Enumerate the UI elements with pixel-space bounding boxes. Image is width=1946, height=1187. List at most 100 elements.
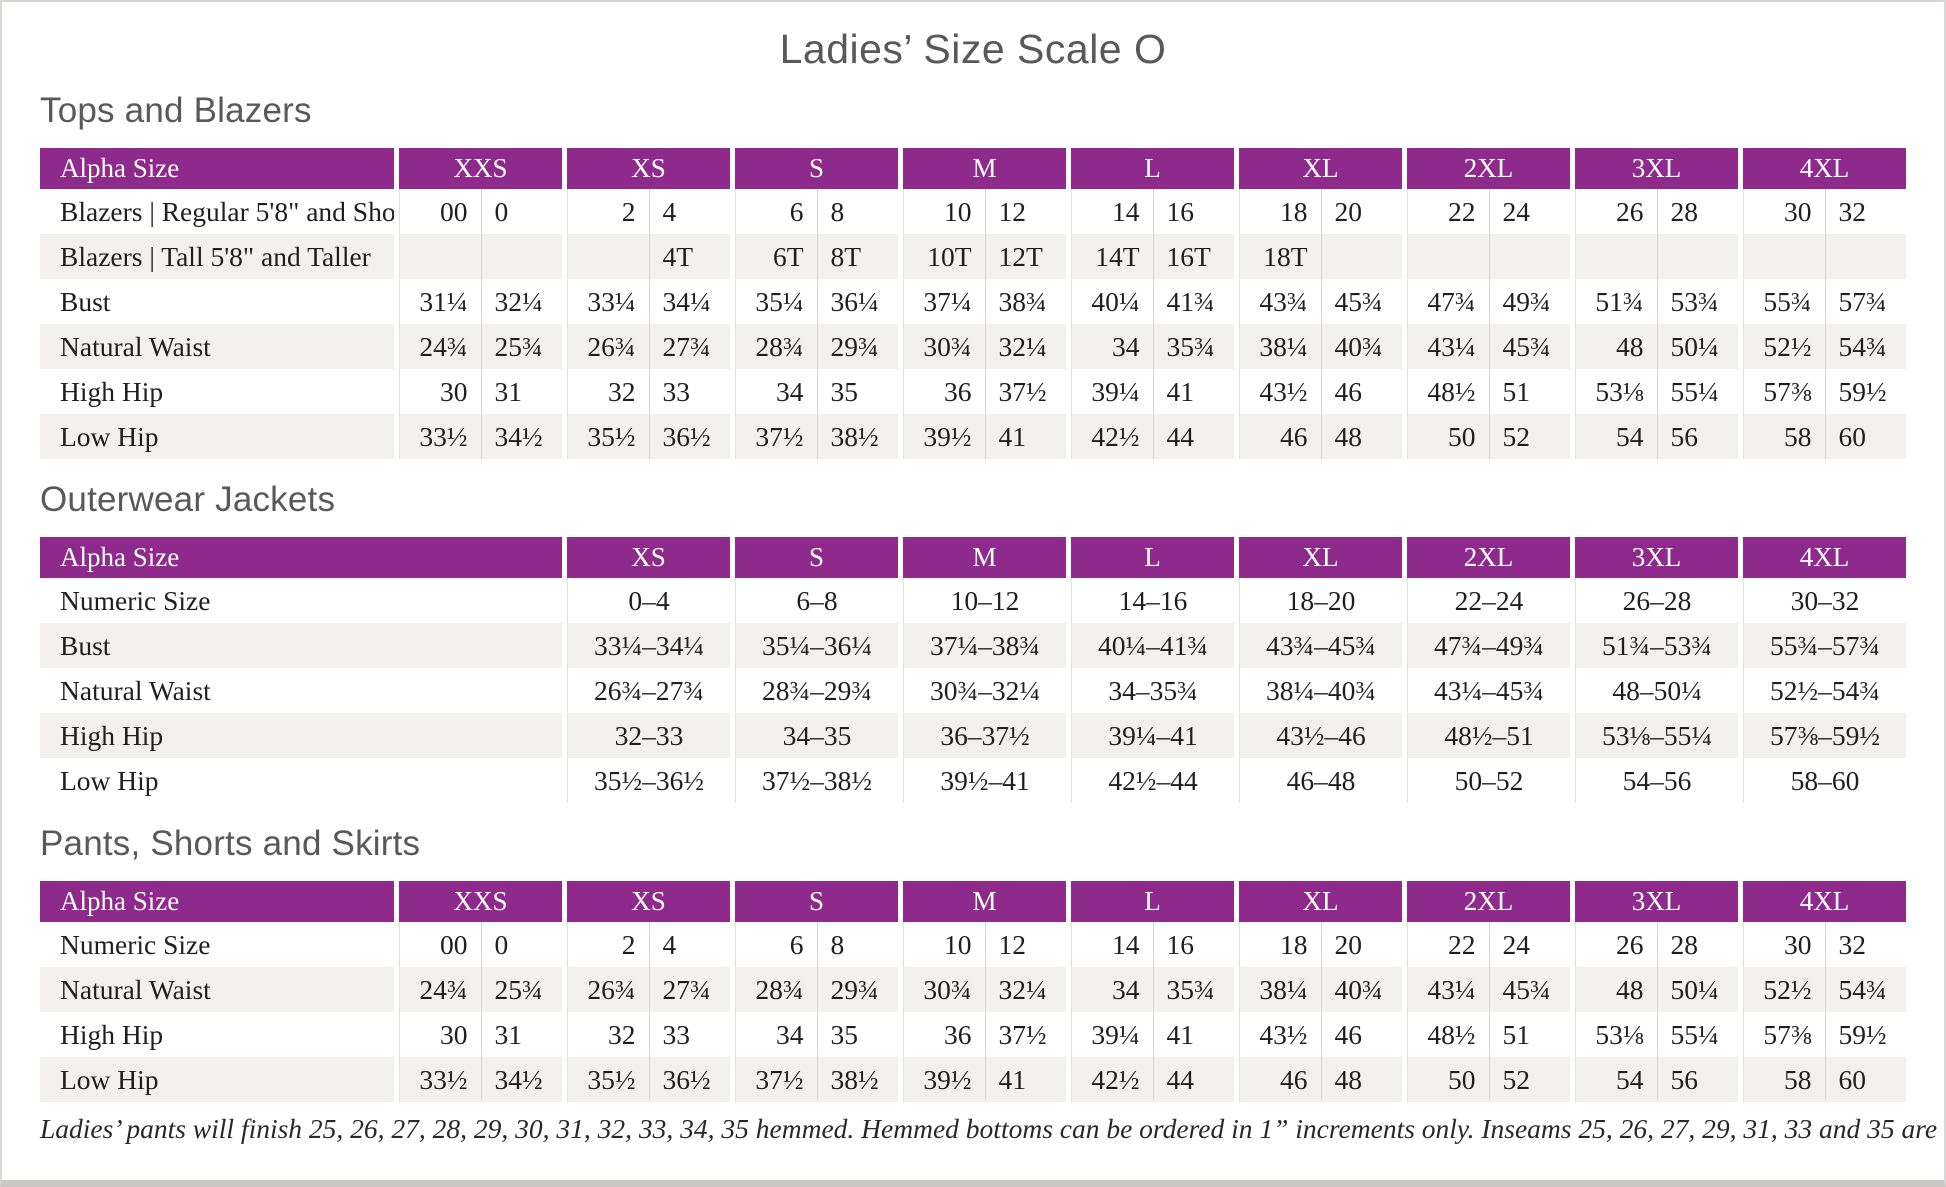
- size-cell-pair: 14 16: [1071, 189, 1234, 234]
- size-value: 45¾: [1488, 967, 1571, 1012]
- column-header-cell: L: [1071, 881, 1234, 922]
- size-value: 24¾: [419, 973, 468, 1005]
- size-cell-pair: 30 31: [399, 1012, 562, 1057]
- size-cell-pair: 47¾ 49¾: [1407, 279, 1570, 324]
- size-value: 12T: [984, 234, 1067, 279]
- size-cell-pair: 34 35: [735, 369, 898, 414]
- size-cell: 40¼–41¾: [1071, 623, 1234, 668]
- size-cell: 35½–36½: [567, 758, 730, 803]
- row-label: Natural Waist: [40, 324, 394, 369]
- size-value: 51: [1488, 1012, 1571, 1057]
- size-cell-pair: 57⅜ 59½: [1743, 369, 1906, 414]
- size-value: 38¼: [1259, 973, 1308, 1005]
- size-value: 41: [1152, 1012, 1235, 1057]
- table-row: Natural Waist 26¾–27¾ 28¾–29¾ 30¾–32¼ 34–35¾…: [40, 668, 1906, 713]
- size-value: 43½: [1259, 375, 1308, 407]
- size-value: 47¾: [1427, 285, 1476, 317]
- size-cell-pair: 53⅛ 55¼: [1575, 1012, 1738, 1057]
- size-cell: 36–37½: [903, 713, 1066, 758]
- size-value: 50: [1448, 420, 1476, 452]
- size-value: 36: [944, 375, 972, 407]
- column-header-cell: 3XL: [1575, 881, 1738, 922]
- page-title: Ladies’ Size Scale O: [779, 26, 1167, 72]
- size-cell-pair: 34 35¾: [1071, 967, 1234, 1012]
- size-value: 30: [1784, 195, 1812, 227]
- size-value: 30¾: [923, 973, 972, 1005]
- size-cell-pair: 48½ 51: [1407, 1012, 1570, 1057]
- size-cell-pair: 57⅜ 59½: [1743, 1012, 1906, 1057]
- size-value: 33½: [419, 420, 468, 452]
- size-value: 32: [1824, 189, 1907, 234]
- size-value: 37¼: [923, 285, 972, 317]
- size-value: 38½: [816, 1057, 899, 1102]
- size-cell-pair: 31¼ 32¼: [399, 279, 562, 324]
- size-value: 0: [480, 189, 563, 234]
- size-value: 45¾: [1488, 324, 1571, 369]
- size-value: 37½: [755, 420, 804, 452]
- size-value: 24¾: [419, 330, 468, 362]
- size-value: 14: [1112, 195, 1140, 227]
- size-cell: 48–50¼: [1575, 668, 1738, 713]
- column-header-cell: 3XL: [1575, 148, 1738, 189]
- column-header-cell: M: [903, 148, 1066, 189]
- size-value: [1408, 234, 1489, 279]
- size-value: 6T: [772, 240, 804, 272]
- size-cell-pair: 43¼ 45¾: [1407, 967, 1570, 1012]
- size-cell: 26–28: [1575, 578, 1738, 623]
- size-value: 32¼: [480, 279, 563, 324]
- size-value: 33: [648, 1012, 731, 1057]
- column-header-cell: XL: [1239, 537, 1402, 578]
- size-cell-pair: 54 56: [1575, 1057, 1738, 1102]
- size-cell-pair: 39½ 41: [903, 414, 1066, 459]
- size-value: 0: [480, 922, 563, 967]
- size-value: 48: [1616, 973, 1644, 1005]
- size-value: 53⅛: [1595, 1018, 1644, 1050]
- size-value: 54¾: [1824, 967, 1907, 1012]
- size-value: 38¾: [984, 279, 1067, 324]
- column-header-cell: L: [1071, 148, 1234, 189]
- size-value: 42½: [1091, 1063, 1140, 1095]
- size-value: 40¾: [1320, 324, 1403, 369]
- size-value: [1824, 234, 1907, 279]
- size-cell-pair: 43¾ 45¾: [1239, 279, 1402, 324]
- size-value: 34: [776, 375, 804, 407]
- size-value: 2: [621, 928, 636, 960]
- size-cell-pair: 18 20: [1239, 189, 1402, 234]
- size-value: 56: [1656, 1057, 1739, 1102]
- size-value: 37½: [755, 1063, 804, 1095]
- size-value: 39½: [923, 420, 972, 452]
- size-value: 16T: [1152, 234, 1235, 279]
- size-value: 52: [1488, 414, 1571, 459]
- size-value: 48½: [1427, 375, 1476, 407]
- size-cell: 47¾–49¾: [1407, 623, 1570, 668]
- size-value: 46: [1280, 1063, 1308, 1095]
- size-value: 28: [1656, 189, 1739, 234]
- size-cell: 34–35¾: [1071, 668, 1234, 713]
- size-value: 54: [1616, 420, 1644, 452]
- size-cell-pair: 26¾ 27¾: [567, 324, 730, 369]
- size-value: [480, 234, 563, 279]
- row-label: Blazers | Tall 5'8" and Taller: [40, 234, 394, 279]
- size-cell-pair: 52½ 54¾: [1743, 967, 1906, 1012]
- size-cell: 0–4: [567, 578, 730, 623]
- size-value: 33½: [419, 1063, 468, 1095]
- column-header-cell: M: [903, 537, 1066, 578]
- column-header-cell: M: [903, 881, 1066, 922]
- table-row: High Hip 30 31 32 33 34 35 36 37½ 39¼ 41 43½ 46 48½ 51…: [40, 1012, 1906, 1057]
- size-value: 14: [1112, 928, 1140, 960]
- column-header-cell: XXS: [399, 148, 562, 189]
- column-header-cell: 3XL: [1575, 537, 1738, 578]
- size-cell-pair: 30¾ 32¼: [903, 324, 1066, 369]
- size-cell-pair: 24¾ 25¾: [399, 324, 562, 369]
- size-cell-pair: 48 50¼: [1575, 967, 1738, 1012]
- size-value: 30: [440, 1018, 468, 1050]
- size-value: 32: [1824, 922, 1907, 967]
- row-label: Low Hip: [40, 1057, 394, 1102]
- size-cell-pair: 22 24: [1407, 189, 1570, 234]
- size-value: 28¾: [755, 330, 804, 362]
- size-value: 32¼: [984, 967, 1067, 1012]
- row-label: High Hip: [40, 713, 562, 758]
- row-label: Low Hip: [60, 764, 159, 796]
